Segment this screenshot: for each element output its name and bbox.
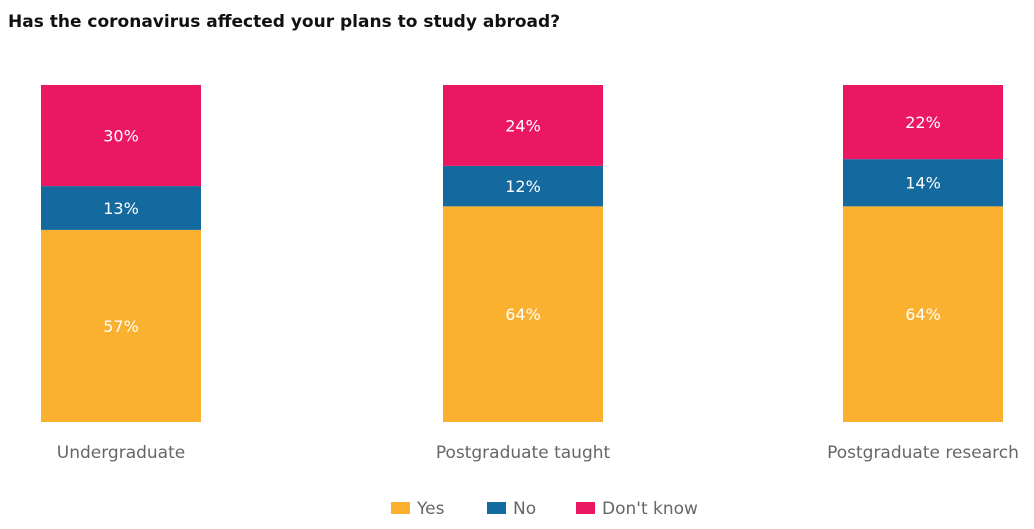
- bar-segment: [41, 229, 201, 422]
- legend-swatch: [391, 502, 410, 514]
- data-label: 64%: [505, 305, 541, 324]
- data-label: 30%: [103, 127, 139, 146]
- bar-segment: [843, 159, 1003, 207]
- category-label: Undergraduate: [57, 443, 185, 463]
- bar-segment: [443, 206, 603, 422]
- data-label: 12%: [505, 177, 541, 196]
- bar-segment: [443, 85, 603, 166]
- legend-label: Don't know: [602, 499, 698, 519]
- bar-segment: [443, 165, 603, 207]
- category-label: Postgraduate taught: [436, 443, 611, 463]
- legend-swatch: [487, 502, 506, 514]
- data-label: 14%: [905, 174, 941, 193]
- data-label: 57%: [103, 317, 139, 336]
- bar-segment: [843, 206, 1003, 422]
- bar-segment: [843, 85, 1003, 160]
- data-label: 24%: [505, 116, 541, 135]
- chart-title: Has the coronavirus affected your plans …: [8, 12, 561, 32]
- data-label: 22%: [905, 113, 941, 132]
- bar-segment: [41, 186, 201, 230]
- bar-segment: [41, 85, 201, 187]
- category-label: Postgraduate research: [827, 443, 1019, 463]
- legend-label: Yes: [416, 499, 445, 519]
- legend-label: No: [513, 499, 536, 519]
- data-label: 64%: [905, 305, 941, 324]
- legend-swatch: [576, 502, 595, 514]
- data-label: 13%: [103, 199, 139, 218]
